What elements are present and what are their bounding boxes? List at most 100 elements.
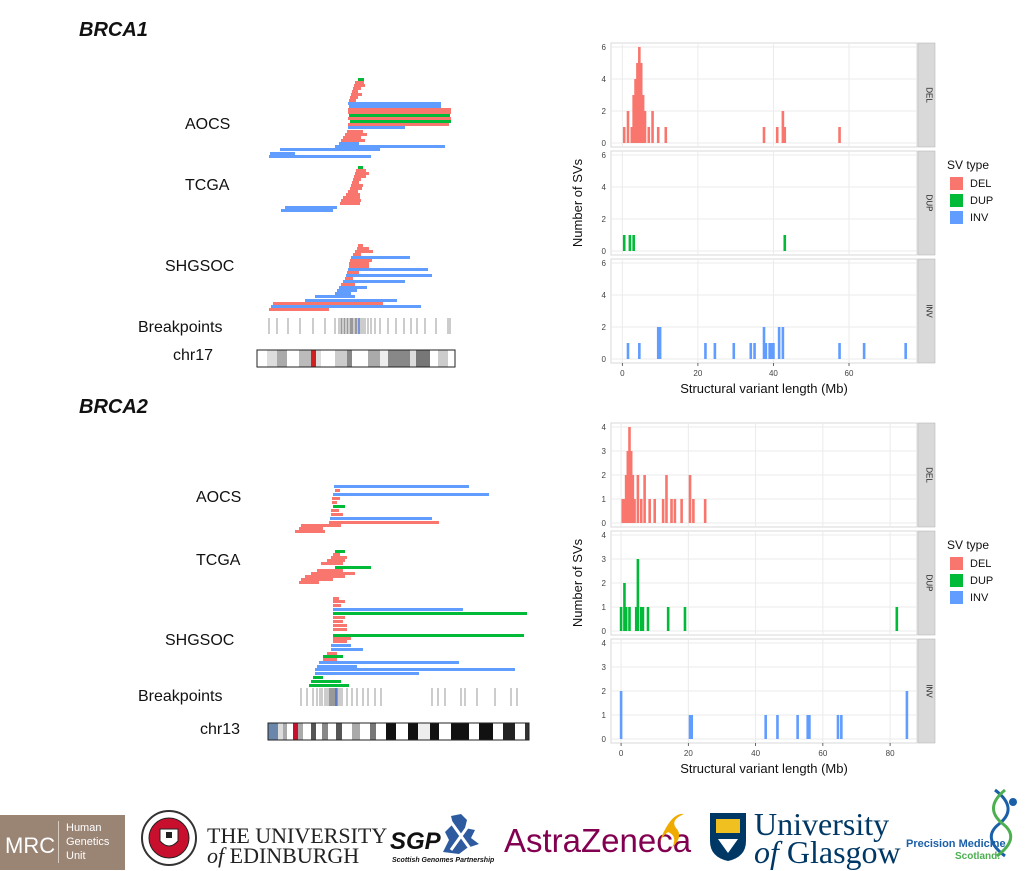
brca2-sv-length-histogram: 0 1 2 3 4 DEL 0 1 2 3 4 DUP 0 1 2 3 4 INV 0 20 40 60 80 Structu…	[570, 422, 993, 776]
bar-DEL	[665, 475, 668, 523]
brca2-aocs-sv-bar	[329, 521, 439, 524]
bar-DUP	[666, 607, 670, 631]
legend-label: DUP	[970, 195, 993, 207]
bar-INV	[808, 715, 811, 739]
brca1-tcga-sv-bar	[341, 199, 361, 202]
facet-strip-label: DUP	[925, 195, 934, 212]
brca2-chrom-band	[479, 723, 493, 740]
bar-INV	[732, 343, 736, 359]
bar-INV	[806, 715, 810, 739]
bar-DEL	[622, 127, 626, 143]
brca2-shgsoc-sv-bar	[333, 616, 345, 619]
bar-INV	[762, 327, 766, 359]
pms-dna-helix-icon	[989, 788, 1017, 858]
y-tick-label: 6	[602, 259, 607, 268]
bar-DUP	[628, 235, 632, 251]
brca1-chrom-label: chr17	[173, 347, 214, 364]
brca1-tcga-sv-bar	[348, 190, 358, 193]
brca2-chrom-band	[451, 723, 469, 740]
bar-INV	[772, 343, 775, 359]
brca2-tcga-sv-bar	[335, 550, 345, 553]
brca2-aocs-sv-bar	[301, 524, 341, 527]
brca2-chrom-band	[503, 723, 515, 740]
brca1-chrom-band	[311, 350, 316, 367]
bar-INV	[796, 715, 799, 739]
brca2-aocs-sv-bar	[333, 493, 489, 496]
bar-DUP	[639, 607, 643, 631]
bar-DEL	[623, 499, 626, 523]
brca2-chrom-band	[360, 723, 370, 740]
bar-DEL	[775, 127, 779, 143]
bar-INV	[905, 691, 909, 739]
glasgow-logo-of: of	[754, 834, 779, 870]
brca1-aocs-sv-bar	[351, 93, 362, 96]
brca1-chrom-band	[277, 350, 287, 367]
bar-DEL	[670, 499, 673, 523]
pms-logo-line1: Precision Medicine	[906, 838, 1006, 850]
brca1-aocs-sv-bar	[335, 145, 445, 148]
brca1-shgsoc-sv-bar	[335, 292, 351, 295]
edinburgh-logo-of: of	[207, 843, 225, 868]
y-axis-label: Number of SVs	[570, 158, 585, 247]
brca1-aocs-sv-bar	[353, 87, 361, 90]
bar-DEL	[643, 475, 646, 523]
brca1-tcga-sv-bar	[353, 178, 361, 181]
brca1-aocs-sv-bar	[348, 111, 451, 114]
bar-DEL	[626, 451, 630, 523]
y-axis-label: Number of SVs	[570, 538, 585, 627]
brca2-shgsoc-sv-bar	[315, 672, 419, 675]
brca1-aocs-sv-bar	[349, 114, 450, 117]
bar-DEL	[703, 499, 707, 523]
scotland-map-icon	[443, 814, 479, 854]
brca1-shgsoc-sv-bar	[305, 299, 397, 302]
bar-DEL	[632, 95, 635, 143]
bar-DEL	[651, 111, 654, 143]
y-tick-label: 4	[602, 291, 607, 300]
brca2-tcga-sv-bar	[327, 559, 345, 562]
facet-strip-label: DEL	[925, 87, 934, 103]
brca1-tcga-sv-bar	[356, 169, 366, 172]
facet-strip-label: DUP	[925, 575, 934, 592]
y-tick-label: 2	[602, 471, 607, 480]
bar-DUP	[636, 559, 640, 631]
bar-DEL	[641, 95, 645, 143]
x-tick-label: 0	[620, 369, 625, 378]
brca1-tcga-sv-bar	[350, 187, 362, 190]
brca1-aocs-sv-bar	[348, 102, 441, 105]
bar-DEL	[643, 111, 647, 143]
brca1-shgsoc-sv-bar	[347, 271, 359, 274]
y-tick-label: 2	[602, 687, 607, 696]
brca1-aocs-sv-bar	[341, 139, 365, 142]
brca1-tcga-sv-bar	[354, 175, 366, 178]
brca2-shgsoc-sv-bar	[333, 637, 351, 640]
y-tick-label: 3	[602, 555, 607, 564]
brca2-chrom-band	[493, 723, 503, 740]
y-tick-label: 6	[602, 43, 607, 52]
x-tick-label: 60	[818, 749, 827, 758]
bar-DEL	[653, 499, 657, 523]
mrc-logo-line2: Genetics	[66, 836, 110, 848]
facet-strip-label: DEL	[925, 467, 934, 483]
brca2-chrom-band	[469, 723, 479, 740]
bar-DUP	[623, 583, 626, 631]
facet-strip-INV	[917, 258, 936, 364]
brca1-sv-arc-plot	[256, 78, 456, 368]
brca1-aocs-sv-bar	[352, 90, 358, 93]
brca1-aocs-sv-bar	[348, 126, 405, 129]
bar-INV	[626, 343, 630, 359]
y-tick-label: 1	[602, 711, 607, 720]
brca1-shgsoc-sv-bar	[349, 262, 369, 265]
brca1-aocs-sv-bar	[269, 155, 371, 158]
bar-DEL	[628, 427, 631, 523]
legend-key-DEL	[950, 557, 963, 570]
brca2-chrom-band	[430, 723, 439, 740]
legend-title: SV type	[947, 538, 989, 552]
brca1-shgsoc-sv-bar	[315, 295, 355, 298]
brca1-breakpoints-label: Breakpoints	[138, 319, 223, 336]
bar-INV	[688, 715, 692, 739]
brca1-shgsoc-sv-bar	[345, 277, 353, 280]
bar-INV	[704, 343, 707, 359]
bar-DEL	[631, 475, 635, 523]
legend-key-DUP	[950, 194, 963, 207]
brca2-shgsoc-sv-bar	[333, 597, 339, 600]
